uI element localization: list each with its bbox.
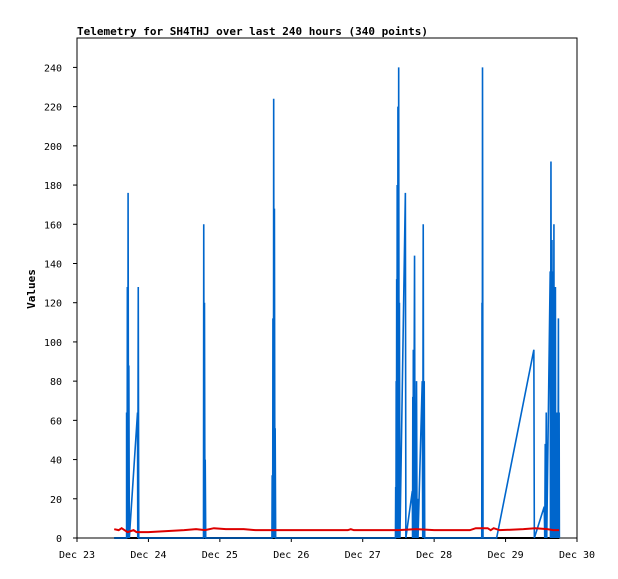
y-tick-label: 0 <box>56 534 62 545</box>
y-tick-label: 100 <box>44 338 62 349</box>
x-axis: Dec 23 Dec 24 Dec 25 Dec 26 Dec 27 Dec 28 Dec … <box>59 538 595 561</box>
x-tick-label: Dec 24 <box>130 550 166 561</box>
y-tick-label: 240 <box>44 63 62 74</box>
x-tick-label: Dec 23 <box>59 550 95 561</box>
y-tick-label: 200 <box>44 142 62 153</box>
series-line-1 <box>113 527 560 534</box>
x-tick-label: Dec 28 <box>416 550 452 561</box>
y-tick-label: 80 <box>50 377 62 388</box>
y-tick-label: 20 <box>50 495 62 506</box>
series-line-0 <box>114 67 561 539</box>
y-tick-label: 160 <box>44 220 62 231</box>
chart-title: Telemetry for SH4THJ over last 240 hours… <box>77 25 428 38</box>
x-tick-label: Dec 25 <box>202 550 238 561</box>
y-tick-label: 40 <box>50 456 62 467</box>
y-axis-label: Values <box>25 269 38 309</box>
x-tick-label: Dec 30 <box>559 550 595 561</box>
y-tick-label: 120 <box>44 299 62 310</box>
series-layer <box>113 67 561 539</box>
plot-frame <box>76 37 578 539</box>
x-tick-label: Dec 29 <box>488 550 524 561</box>
y-axis: 0 20 40 60 80 100 120 140 160 180 200 220 240 <box>44 63 77 545</box>
x-tick-label: Dec 26 <box>273 550 309 561</box>
y-tick-label: 180 <box>44 181 62 192</box>
y-tick-label: 140 <box>44 259 62 270</box>
y-tick-label: 220 <box>44 103 62 114</box>
y-tick-label: 60 <box>50 416 62 427</box>
x-tick-label: Dec 27 <box>345 550 381 561</box>
